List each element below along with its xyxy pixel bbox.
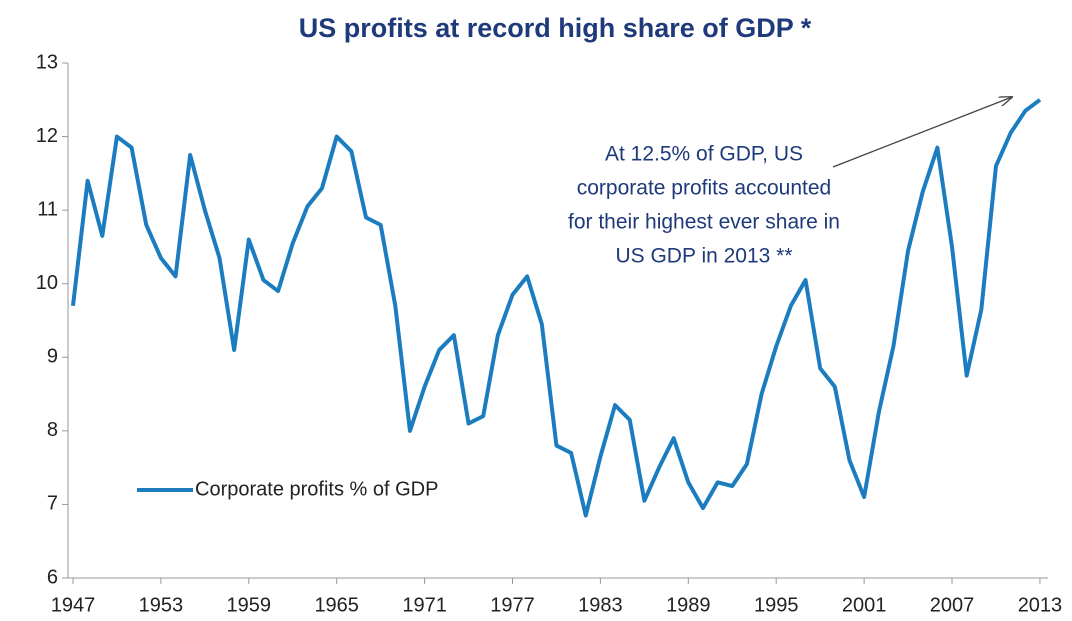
x-tick-label: 1971 [402,594,447,616]
data-line [70,98,1042,518]
x-tick-label: 1953 [139,594,184,616]
x-tick-label: 2001 [842,594,887,616]
x-tick-label: 2013 [1018,594,1063,616]
y-tick-label: 7 [47,493,58,515]
x-tick-label: 1989 [666,594,711,616]
y-tick-label: 10 [36,272,58,294]
y-tick-label: 11 [37,198,58,220]
x-tick-label: 1983 [578,594,623,616]
x-tick-label: 1977 [490,594,535,616]
annotation-text: US GDP in 2013 ** [615,245,792,268]
x-tick-label: 1965 [314,594,359,616]
y-tick-label: 6 [47,566,58,588]
x-tick-label: 1947 [51,594,96,616]
y-tick-label: 12 [36,125,58,147]
annotation-text: corporate profits accounted [577,177,831,200]
annotation-text: At 12.5% of GDP, US [605,143,803,166]
chart-title: US profits at record high share of GDP * [299,13,812,43]
x-tick-label: 1959 [227,594,272,616]
annotation-text: for their highest ever share in [568,211,840,234]
annotation-arrow [832,97,1012,168]
x-tick-label: 1995 [754,594,799,616]
y-tick-label: 8 [47,419,58,441]
x-tick-label: 2007 [930,594,975,616]
y-tick-label: 9 [47,346,58,368]
legend-label: Corporate profits % of GDP [195,478,438,500]
y-tick-label: 13 [36,51,58,73]
